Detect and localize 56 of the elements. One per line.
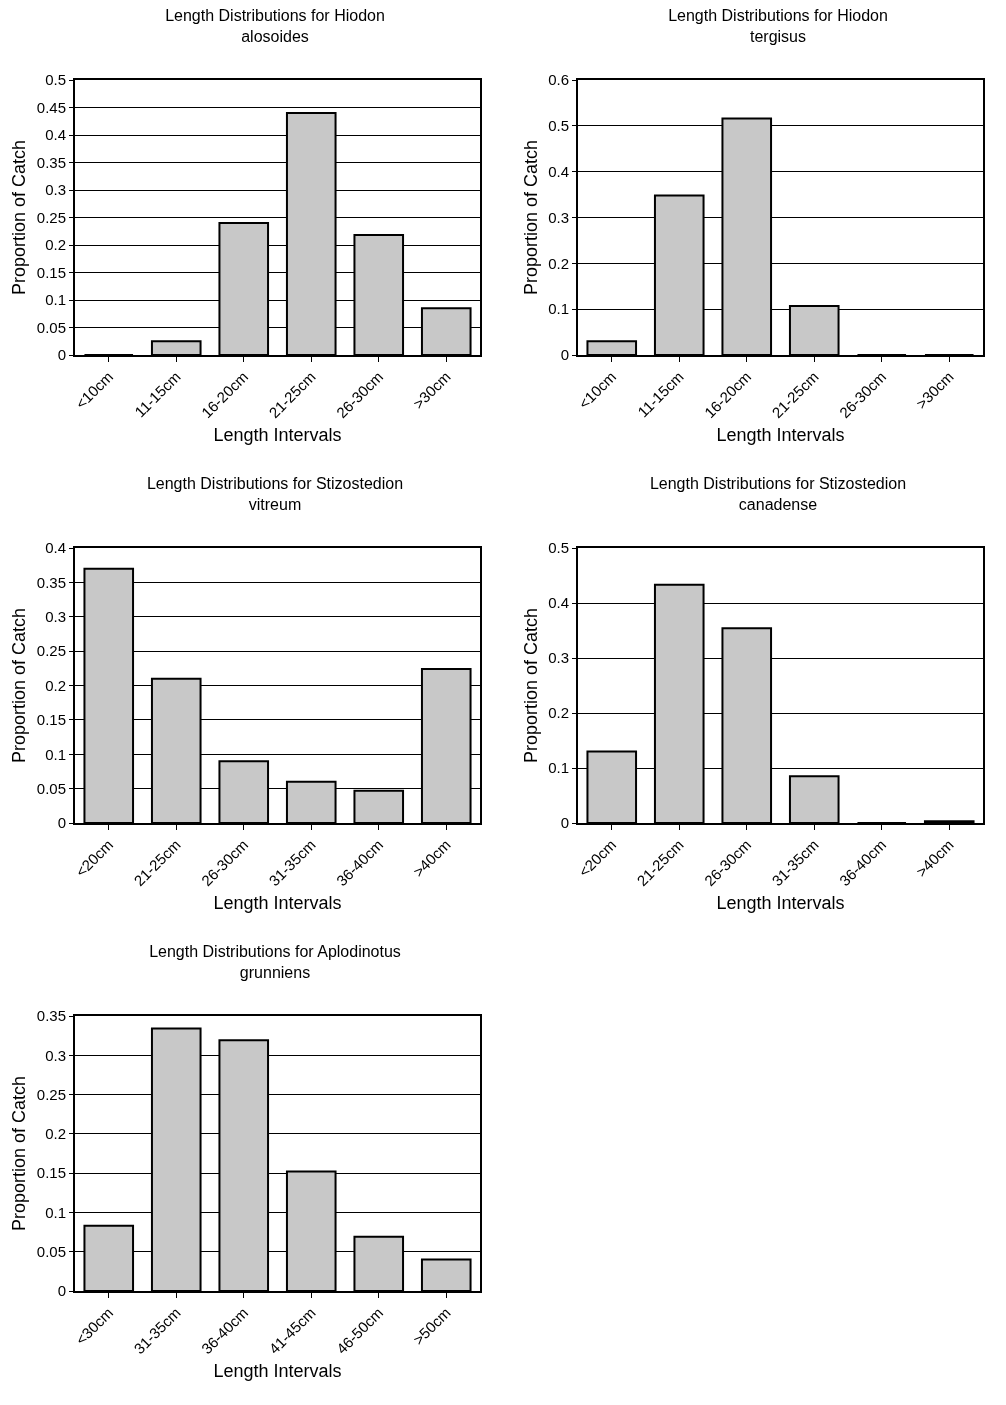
- y-axis-title: Proportion of Catch: [9, 139, 30, 296]
- y-tick-label: 0.2: [45, 676, 66, 694]
- y-tick-label: 0.25: [36, 208, 66, 226]
- y-tick-label: 0: [57, 1282, 66, 1300]
- chart-title: Length Distributions for Hiodon alosoides: [165, 6, 385, 45]
- y-tick-label: 0.15: [36, 1164, 66, 1182]
- y-tick-label: 0.3: [45, 1046, 66, 1064]
- y-tick-label: 0.3: [548, 208, 569, 226]
- y-axis-title: Proportion of Catch: [9, 1075, 30, 1232]
- y-tick-label: 0: [57, 346, 66, 364]
- y-tick-label: 0.1: [45, 745, 66, 763]
- x-axis-title: Length Intervals: [716, 424, 845, 445]
- y-tick-label: 0.45: [36, 98, 66, 116]
- y-tick-label: 0.1: [45, 291, 66, 309]
- y-tick-label: 0.5: [548, 539, 569, 557]
- x-axis-title: Length Intervals: [213, 1360, 342, 1381]
- y-tick-label: 0.1: [45, 1203, 66, 1221]
- y-tick-label: 0.2: [45, 236, 66, 254]
- y-tick-label: 0.05: [36, 779, 66, 797]
- x-axis-title: Length Intervals: [213, 424, 342, 445]
- y-tick-label: 0.2: [45, 1125, 66, 1143]
- y-tick-label: 0.05: [36, 1242, 66, 1260]
- y-tick-label: 0.4: [45, 539, 66, 557]
- y-tick-label: 0.4: [45, 126, 66, 144]
- chart-title: Length Distributions for Stizostedion vitreum: [146, 474, 404, 513]
- chart-title: Length Distributions for Aplodinotus grunniens: [149, 942, 401, 981]
- y-axis-title: Proportion of Catch: [520, 607, 541, 764]
- chart-title: Length Distributions for Stizostedion canadense: [649, 474, 907, 513]
- y-axis-title: Proportion of Catch: [9, 607, 30, 764]
- y-tick-label: 0.3: [548, 649, 569, 667]
- x-axis-title: Length Intervals: [213, 892, 342, 913]
- y-tick-label: 0.4: [548, 594, 569, 612]
- y-tick-label: 0.3: [45, 608, 66, 625]
- y-tick-label: 0.5: [548, 117, 569, 135]
- y-tick-label: 0.25: [36, 642, 66, 660]
- y-tick-label: 0: [57, 814, 66, 832]
- x-axis-title: Length Intervals: [716, 892, 845, 913]
- chart-title: Length Distributions for Hiodon tergisus: [668, 6, 888, 45]
- y-tick-label: 0: [560, 814, 569, 832]
- y-tick-label: 0.25: [36, 1085, 66, 1103]
- y-tick-label: 0.4: [548, 162, 569, 180]
- y-tick-label: 0.15: [36, 263, 66, 281]
- y-tick-label: 0: [560, 346, 569, 364]
- y-tick-label: 0.1: [548, 300, 569, 318]
- y-tick-label: 0.3: [45, 181, 66, 199]
- y-axis-title: Proportion of Catch: [520, 139, 541, 296]
- y-tick-label: 0.35: [36, 1007, 66, 1025]
- y-tick-label: 0.5: [45, 71, 66, 89]
- y-tick-label: 0.15: [36, 711, 66, 729]
- y-tick-label: 0.35: [36, 153, 66, 171]
- y-tick-label: 0.05: [36, 318, 66, 336]
- y-tick-label: 0.1: [548, 759, 569, 777]
- y-tick-label: 0.2: [548, 704, 569, 722]
- y-tick-label: 0.2: [548, 254, 569, 272]
- y-tick-label: 0.6: [548, 71, 569, 89]
- y-tick-label: 0.35: [36, 573, 66, 591]
